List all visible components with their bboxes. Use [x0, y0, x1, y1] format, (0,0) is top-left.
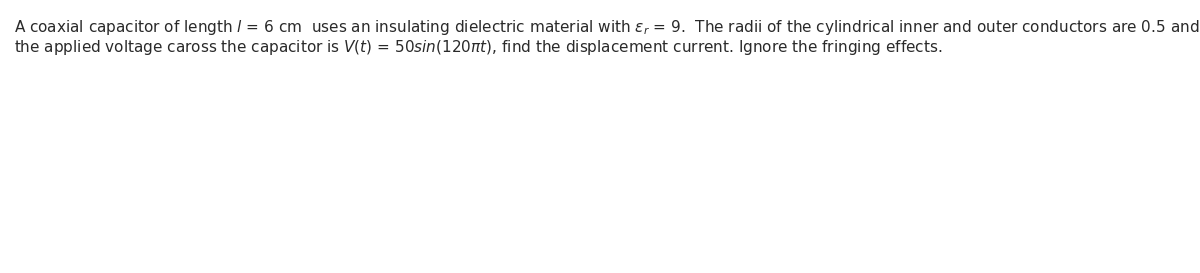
Text: A coaxial capacitor of length $l$ = 6 cm  uses an insulating dielectric material: A coaxial capacitor of length $l$ = 6 cm… — [14, 18, 1200, 37]
Text: the applied voltage caross the capacitor is $V(t)$ = 50$sin$(120$\pi t$), find t: the applied voltage caross the capacitor… — [14, 38, 942, 57]
